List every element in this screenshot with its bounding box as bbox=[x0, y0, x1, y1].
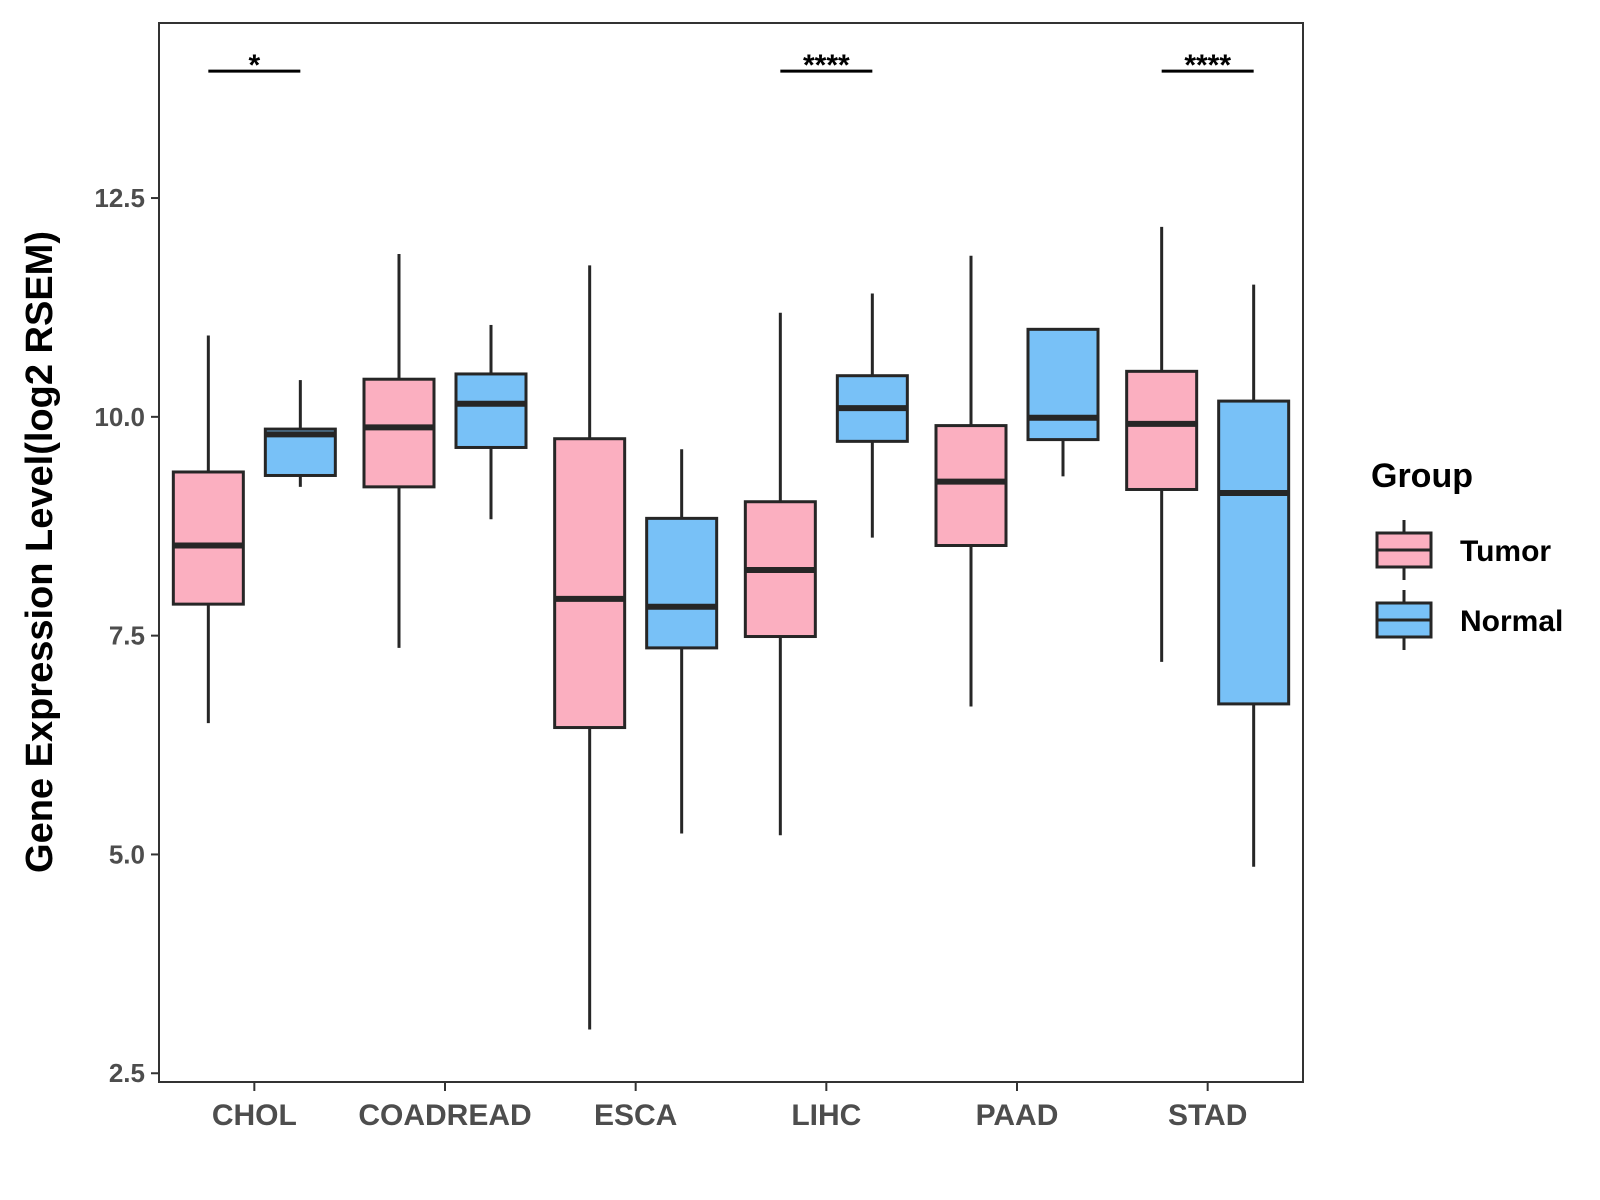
significance-label: **** bbox=[1184, 49, 1231, 82]
box-body bbox=[934, 424, 1008, 547]
box-body bbox=[171, 470, 245, 606]
significance-label: * bbox=[248, 49, 260, 82]
box-tumor-lihc bbox=[743, 312, 817, 836]
box-tumor-chol bbox=[171, 335, 245, 724]
significance-annotations: * **** **** bbox=[208, 49, 1254, 82]
significance-lihc: **** bbox=[780, 49, 873, 82]
y-tick-label: 12.5 bbox=[94, 183, 145, 213]
x-tick-label: LIHC bbox=[791, 1099, 861, 1132]
box-normal-lihc bbox=[835, 293, 909, 538]
box-body bbox=[362, 377, 436, 489]
y-tick-label: 10.0 bbox=[94, 402, 145, 432]
x-tick-label: PAAD bbox=[976, 1099, 1059, 1132]
legend-label: Normal bbox=[1460, 605, 1563, 638]
legend-item-tumor: Tumor bbox=[1375, 520, 1551, 580]
legend-label: Tumor bbox=[1460, 535, 1551, 568]
legend-title: Group bbox=[1371, 457, 1473, 495]
box-body bbox=[553, 437, 627, 730]
y-tick-label: 2.5 bbox=[109, 1058, 145, 1088]
y-tick-label: 5.0 bbox=[109, 839, 145, 869]
box-normal-stad bbox=[1217, 284, 1291, 867]
box-body bbox=[645, 516, 719, 650]
box-tumor-paad bbox=[934, 255, 1008, 707]
box-normal-coadread bbox=[454, 324, 528, 520]
significance-stad: **** bbox=[1161, 49, 1254, 82]
box-tumor-coadread bbox=[362, 254, 436, 648]
x-tick-label: STAD bbox=[1168, 1099, 1247, 1132]
significance-label: **** bbox=[803, 49, 850, 82]
box-normal-chol bbox=[263, 380, 337, 487]
box-body bbox=[1125, 369, 1199, 491]
y-tick-label: 7.5 bbox=[109, 621, 145, 651]
box-tumor-stad bbox=[1125, 226, 1199, 662]
box-normal-esca bbox=[645, 449, 719, 834]
x-tick-label: ESCA bbox=[594, 1099, 677, 1132]
y-axis-title: Gene Expression Level(log2 RSEM) bbox=[19, 231, 61, 873]
box-body bbox=[1026, 327, 1100, 442]
box-body bbox=[454, 372, 528, 449]
x-tick-label: COADREAD bbox=[358, 1099, 531, 1132]
x-tick-label: CHOL bbox=[212, 1099, 297, 1132]
box-normal-paad bbox=[1026, 327, 1100, 477]
significance-chol: * bbox=[208, 49, 301, 82]
legend: Group Tumor Normal bbox=[1371, 457, 1563, 650]
axis-ticks: 2.5 5.0 7.5 10.0 12.5 CHOL COADREAD ESCA LIHC PAA… bbox=[94, 183, 1247, 1132]
box-body bbox=[1217, 399, 1291, 706]
legend-item-normal: Normal bbox=[1375, 590, 1563, 650]
box-tumor-esca bbox=[553, 265, 627, 1030]
plot-panel bbox=[158, 22, 1304, 1083]
boxes bbox=[171, 226, 1291, 1030]
